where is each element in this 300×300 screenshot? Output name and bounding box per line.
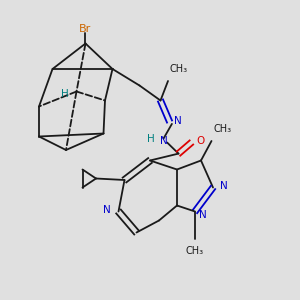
Text: CH₃: CH₃ <box>213 124 231 134</box>
Text: N: N <box>174 116 182 126</box>
Text: O: O <box>197 136 205 146</box>
Text: CH₃: CH₃ <box>186 246 204 256</box>
Text: CH₃: CH₃ <box>169 64 188 74</box>
Text: N: N <box>103 205 111 215</box>
Text: Br: Br <box>80 23 92 34</box>
Text: N: N <box>220 181 227 191</box>
Text: H: H <box>61 89 68 100</box>
Text: N: N <box>200 209 207 220</box>
Text: N: N <box>160 136 167 146</box>
Text: H: H <box>147 134 154 145</box>
